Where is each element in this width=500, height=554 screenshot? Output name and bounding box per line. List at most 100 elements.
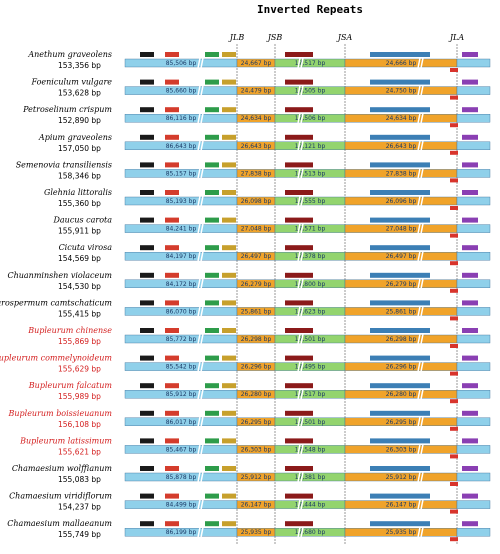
species-name: Chamaesium wolffianum <box>12 464 113 473</box>
break-mark <box>197 140 201 151</box>
gene-box <box>370 410 430 416</box>
region-length: 17,571 bp <box>295 226 326 233</box>
gene-box <box>370 52 430 57</box>
gene-box <box>140 79 154 85</box>
region-length: 84,499 bp <box>166 502 197 509</box>
genome-size: 155,621 bp <box>58 447 101 456</box>
region-lsc-end <box>456 417 491 426</box>
gene-box <box>450 261 458 266</box>
break-mark <box>420 444 424 455</box>
gene-box <box>462 190 478 195</box>
gene-box <box>370 217 430 223</box>
region-length: 27,838 bp <box>386 170 417 177</box>
gene-box <box>205 245 219 251</box>
gene-box <box>205 107 219 113</box>
break-mark <box>420 278 424 289</box>
region-length: 17,506 bp <box>295 115 326 122</box>
region-length: 27,048 bp <box>241 226 272 233</box>
gene-box <box>462 383 478 389</box>
region-length: 17,680 bp <box>295 529 326 536</box>
gene-box <box>165 383 179 389</box>
gene-box <box>205 493 219 499</box>
break-mark <box>417 527 421 538</box>
break-mark <box>200 444 204 455</box>
gene-box <box>285 190 313 195</box>
gene-box <box>462 355 478 361</box>
region-length: 85,912 bp <box>166 391 197 398</box>
gene-box <box>165 521 179 527</box>
region-length: 26,303 bp <box>386 446 417 453</box>
gene-box <box>462 162 478 168</box>
gene-box <box>285 217 313 223</box>
break-mark <box>297 389 301 400</box>
region-length: 26,096 bp <box>386 198 417 205</box>
region-length: 86,070 bp <box>166 308 197 315</box>
gene-box <box>140 300 154 306</box>
break-mark <box>297 168 301 179</box>
region-length: 17,495 bp <box>295 364 326 371</box>
gene-box <box>285 493 313 499</box>
break-mark <box>197 499 201 510</box>
gene-box <box>165 107 179 113</box>
species-name: Bupleurum boissieuanum <box>7 409 112 418</box>
gene-box <box>285 272 313 278</box>
break-mark <box>417 168 421 179</box>
gene-box <box>222 466 236 471</box>
break-mark <box>297 278 301 289</box>
region-length: 25,912 bp <box>386 474 417 481</box>
break-mark <box>300 389 304 400</box>
break-mark <box>197 113 201 124</box>
gene-box <box>205 217 219 223</box>
gene-box <box>205 438 219 444</box>
gene-box <box>450 233 458 238</box>
region-length: 26,497 bp <box>386 253 417 260</box>
break-mark <box>420 416 424 427</box>
gene-box <box>222 134 236 140</box>
region-length: 25,935 bp <box>241 529 272 536</box>
species-name: Bupleurum falcatum <box>28 381 113 390</box>
region-length: 26,098 bp <box>241 198 272 205</box>
break-mark <box>297 333 301 345</box>
break-mark <box>297 113 301 124</box>
gene-box <box>140 107 154 113</box>
gene-box <box>462 52 478 57</box>
gene-box <box>165 300 179 306</box>
break-mark <box>420 251 424 262</box>
junction-label: JSA <box>336 33 353 42</box>
gene-box <box>450 316 458 321</box>
gene-box <box>222 79 236 85</box>
break-mark <box>420 140 424 151</box>
region-length: 26,147 bp <box>241 502 272 509</box>
break-mark <box>417 306 421 317</box>
region-length: 26,279 bp <box>386 281 417 288</box>
break-mark <box>297 416 301 427</box>
junction-label: JLA <box>448 33 465 42</box>
gene-box <box>370 355 430 361</box>
gene-box <box>462 134 478 140</box>
region-length: 86,017 bp <box>166 419 197 426</box>
break-mark <box>417 57 421 69</box>
genome-size: 153,356 bp <box>58 61 101 70</box>
gene-box <box>450 68 458 72</box>
region-length: 25,912 bp <box>241 474 272 481</box>
species-name: Pleurospermum camtschaticum <box>0 298 112 307</box>
region-lsc-end <box>456 279 491 288</box>
break-mark <box>420 389 424 400</box>
region-lsc-end <box>456 58 491 68</box>
break-mark <box>417 251 421 262</box>
gene-box <box>370 383 430 389</box>
region-length: 27,048 bp <box>386 226 417 233</box>
gene-box <box>222 190 236 195</box>
genome-size: 157,050 bp <box>58 144 101 153</box>
region-length: 86,643 bp <box>166 143 197 150</box>
gene-box <box>140 521 154 527</box>
junction-label: JSB <box>266 33 283 42</box>
break-mark <box>300 444 304 455</box>
genome-size: 153,628 bp <box>58 89 101 98</box>
gene-box <box>140 410 154 416</box>
genome-size: 155,869 bp <box>58 337 101 346</box>
break-mark <box>197 223 201 234</box>
genome-size: 155,083 bp <box>58 475 101 484</box>
break-mark <box>197 195 201 207</box>
genome-size: 155,749 bp <box>58 530 101 539</box>
